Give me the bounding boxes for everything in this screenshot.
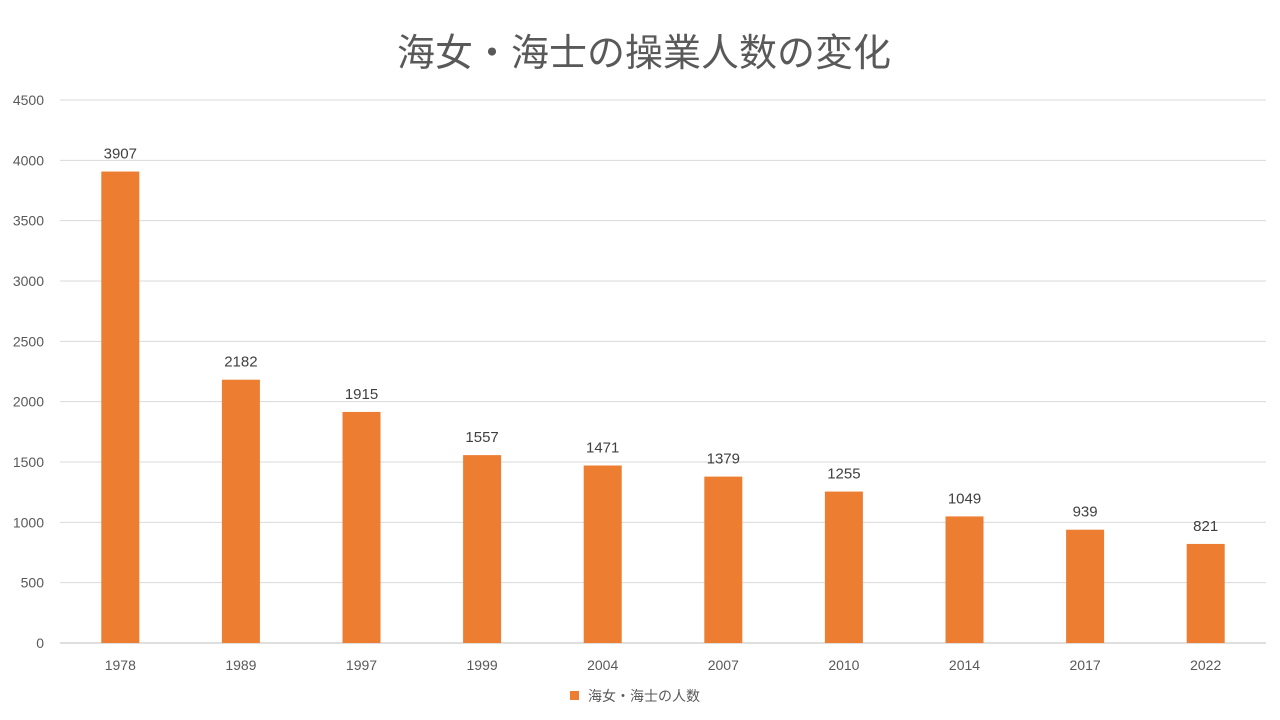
- data-label: 3907: [104, 146, 137, 163]
- legend-label: 海女・海士の人数: [588, 688, 700, 705]
- gridlines: [60, 99, 1266, 644]
- y-tick-label: 2500: [13, 333, 44, 349]
- x-tick-label: 2010: [828, 657, 859, 673]
- y-tick-label: 500: [21, 575, 45, 591]
- x-tick-label: 2022: [1190, 657, 1221, 673]
- data-label: 1557: [465, 429, 498, 446]
- bar: [945, 516, 984, 643]
- bar: [463, 455, 502, 643]
- y-tick-label: 3500: [13, 213, 44, 229]
- y-tick-label: 2000: [13, 394, 44, 410]
- y-tick-label: 1000: [13, 514, 44, 530]
- bar: [704, 476, 743, 643]
- data-label: 2182: [224, 354, 257, 371]
- y-tick-label: 4500: [13, 92, 44, 108]
- x-tick-label: 2017: [1070, 657, 1101, 673]
- data-label: 939: [1073, 504, 1098, 521]
- legend-swatch: [570, 691, 579, 700]
- data-label: 821: [1193, 518, 1218, 535]
- chart-title: 海女・海士の操業人数の変化: [397, 31, 891, 75]
- bar: [583, 465, 622, 643]
- y-tick-label: 1500: [13, 454, 44, 470]
- bar: [221, 379, 260, 643]
- x-tick-label: 2004: [587, 657, 618, 673]
- data-label: 1049: [948, 490, 981, 507]
- bars: 3907 2182 1915 1557 1471 1379 1255 1049 939 821: [101, 146, 1225, 643]
- bar: [1066, 529, 1105, 643]
- data-label: 1915: [345, 386, 378, 403]
- bar: [1186, 543, 1225, 643]
- x-tick-label: 1989: [225, 657, 256, 673]
- x-tick-label: 1978: [105, 657, 136, 673]
- x-tick-label: 2014: [949, 657, 980, 673]
- bar: [101, 171, 140, 643]
- y-tick-label: 3000: [13, 273, 44, 289]
- x-tick-label: 1997: [346, 657, 377, 673]
- legend: 海女・海士の人数: [570, 688, 700, 705]
- x-tick-label: 2007: [708, 657, 739, 673]
- x-axis: 1978 1989 1997 1999 2004 2007 2010 2014 2017 2022: [105, 657, 1222, 673]
- data-label: 1471: [586, 439, 619, 456]
- bar: [824, 491, 863, 643]
- x-tick-label: 1999: [467, 657, 498, 673]
- bar: [342, 411, 381, 643]
- data-label: 1255: [827, 466, 860, 483]
- y-tick-label: 4000: [13, 152, 44, 168]
- y-tick-label: 0: [36, 635, 44, 651]
- y-axis: 0 500 1000 1500 2000 2500 3000 3500 4000 4500: [13, 92, 44, 651]
- data-label: 1379: [707, 451, 740, 468]
